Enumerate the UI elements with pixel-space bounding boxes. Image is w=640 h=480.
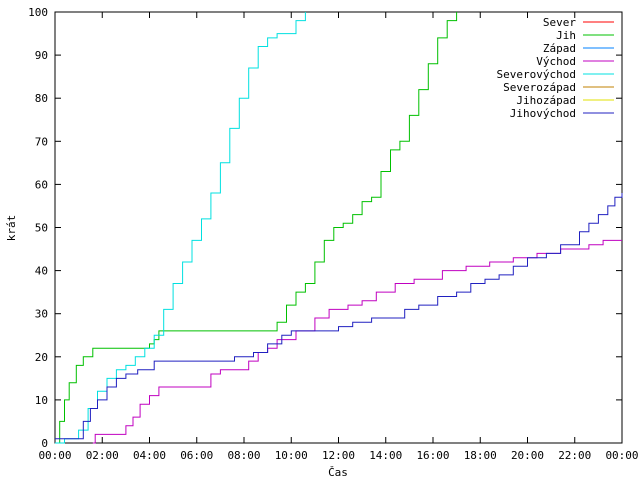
legend-label: Jih (556, 29, 576, 42)
y-tick-label: 90 (35, 49, 48, 62)
x-tick-label: 20:00 (511, 449, 544, 462)
y-tick-label: 70 (35, 135, 48, 148)
x-axis-label: Čas (328, 466, 348, 479)
x-tick-label: 02:00 (86, 449, 119, 462)
x-tick-label: 10:00 (275, 449, 308, 462)
x-tick-label: 22:00 (558, 449, 591, 462)
legend-label: Západ (543, 42, 576, 55)
x-tick-label: 14:00 (369, 449, 402, 462)
series-layer (55, 12, 623, 444)
y-tick-label: 60 (35, 178, 48, 191)
legend-label: Jihozápad (516, 94, 576, 107)
y-tick-label: 0 (41, 437, 48, 450)
x-tick-label: 12:00 (322, 449, 355, 462)
axis-ticks: 0 10 20 30 40 50 60 70 80 90 100 00:00 02:00 04:00 06:… (28, 6, 638, 462)
series-line-8 (55, 193, 623, 440)
series-line-4 (92, 239, 622, 444)
legend-label: Severozápad (503, 81, 576, 94)
series-line-5 (55, 12, 306, 444)
y-axis-label: krát (5, 215, 18, 242)
legend-label: Sever (543, 16, 576, 29)
y-tick-label: 100 (28, 6, 48, 19)
x-tick-label: 00:00 (38, 449, 71, 462)
x-tick-label: 18:00 (464, 449, 497, 462)
y-tick-label: 20 (35, 351, 48, 364)
legend-label: Severovýchod (497, 68, 576, 81)
legend: SeverJihZápadVýchodSeverovýchodSeverozáp… (497, 16, 614, 120)
y-tick-label: 30 (35, 308, 48, 321)
x-tick-label: 04:00 (133, 449, 166, 462)
legend-label: Jihovýchod (510, 107, 576, 120)
x-tick-label: 00:00 (605, 449, 638, 462)
x-tick-label: 16:00 (416, 449, 449, 462)
x-tick-label: 06:00 (180, 449, 213, 462)
x-tick-label: 08:00 (227, 449, 260, 462)
y-tick-label: 40 (35, 265, 48, 278)
series-line-2 (55, 12, 458, 444)
y-tick-label: 10 (35, 394, 48, 407)
y-tick-label: 50 (35, 222, 48, 235)
legend-label: Východ (536, 55, 576, 68)
y-tick-label: 80 (35, 92, 48, 105)
